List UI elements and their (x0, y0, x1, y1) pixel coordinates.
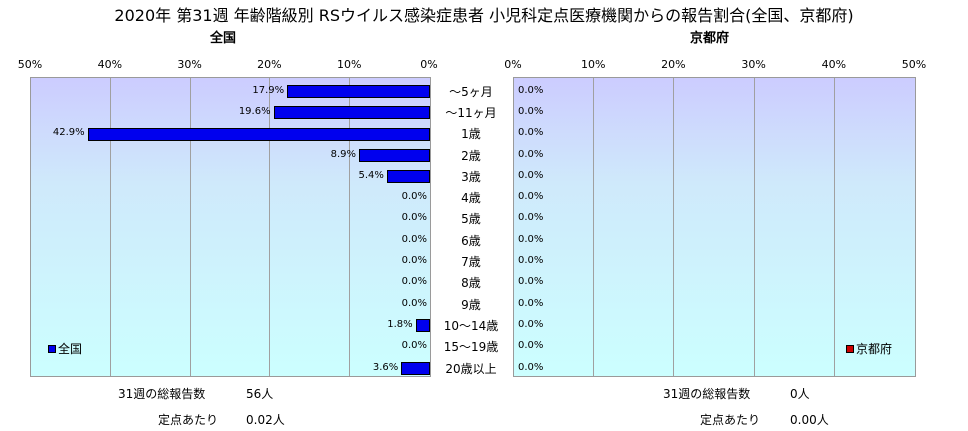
category-label: 10～14歳 (443, 318, 499, 333)
national-bar (87, 127, 430, 141)
national-data-label: 0.0% (401, 212, 427, 224)
kyoto-data-label: 0.0% (518, 148, 544, 160)
kyoto-data-label: 0.0% (518, 255, 544, 267)
x-tick-label: 30% (741, 58, 766, 71)
category-label: 5歳 (461, 212, 481, 227)
national-data-label: 5.4% (358, 169, 384, 181)
kyoto-total-value: 0人 (790, 387, 810, 401)
national-data-label: 0.0% (401, 233, 427, 245)
national-data-label: 0.0% (401, 276, 427, 288)
kyoto-legend-swatch (846, 344, 854, 353)
national-data-label: 8.9% (330, 148, 356, 160)
gridline (349, 78, 351, 376)
kyoto-data-label: 0.0% (518, 105, 544, 117)
national-data-label: 1.8% (387, 318, 413, 330)
national-bar (287, 85, 430, 99)
x-tick-label: 20% (257, 58, 282, 71)
kyoto-legend: 京都府 (846, 340, 892, 357)
national-data-label: 19.6% (238, 105, 271, 117)
category-label: 20歳以上 (445, 361, 497, 376)
national-data-label: 42.9% (52, 127, 85, 139)
kyoto-data-label: 0.0% (518, 169, 544, 181)
category-label: 7歳 (461, 255, 481, 270)
x-tick-label: 40% (97, 58, 123, 71)
national-bar (386, 170, 430, 184)
kyoto-data-label: 0.0% (518, 276, 544, 288)
national-data-label: 0.0% (401, 297, 427, 309)
gridline (189, 78, 191, 376)
national-panel-title: 全国 (210, 31, 237, 46)
category-label: 9歳 (461, 297, 481, 312)
category-label: 15～19歳 (443, 340, 499, 355)
national-total-value: 56人 (246, 387, 274, 401)
national-data-label: 0.0% (401, 191, 427, 203)
kyoto-data-label: 0.0% (518, 127, 544, 139)
kyoto-data-label: 0.0% (518, 212, 544, 224)
national-bar (401, 362, 430, 376)
national-total-label: 31週の総報告数 (118, 387, 206, 401)
category-label: 8歳 (461, 276, 481, 291)
kyoto-data-label: 0.0% (518, 361, 544, 373)
x-tick-label: 50% (17, 58, 43, 71)
x-tick-label: 20% (661, 58, 686, 71)
kyoto-data-label: 0.0% (518, 340, 544, 352)
national-legend-label: 全国 (58, 342, 83, 356)
kyoto-data-label: 0.0% (518, 84, 544, 96)
gridline (833, 78, 835, 376)
category-label: 6歳 (461, 233, 481, 248)
national-data-label: 17.9% (252, 84, 285, 96)
kyoto-per-label: 定点あたり (700, 413, 761, 427)
kyoto-per-value: 0.00人 (790, 413, 829, 427)
kyoto-total-label: 31週の総報告数 (663, 387, 751, 401)
x-tick-label: 0% (420, 58, 438, 71)
kyoto-data-label: 0.0% (518, 318, 544, 330)
category-label: 2歳 (461, 148, 481, 163)
national-legend: 全国 (48, 340, 82, 357)
gridline (269, 78, 271, 376)
category-label: 1歳 (461, 127, 481, 142)
category-label: 4歳 (461, 191, 481, 206)
national-bar (358, 149, 430, 163)
kyoto-data-label: 0.0% (518, 191, 544, 203)
gridline (593, 78, 595, 376)
kyoto-data-label: 0.0% (518, 297, 544, 309)
national-per-label: 定点あたり (158, 413, 219, 427)
kyoto-legend-label: 京都府 (856, 342, 893, 356)
national-legend-swatch (48, 344, 56, 353)
kyoto-data-label: 0.0% (518, 233, 544, 245)
national-bar (415, 319, 430, 333)
category-label: ～5ヶ月 (449, 84, 493, 99)
x-tick-label: 0% (504, 58, 522, 71)
kyoto-panel-title: 京都府 (690, 31, 730, 46)
gridline (673, 78, 675, 376)
chart-title: 2020年 第31週 年齢階級別 RSウイルス感染症患者 小児科定点医療機関から… (114, 6, 854, 25)
category-label: 3歳 (461, 169, 481, 184)
national-data-label: 0.0% (401, 255, 427, 267)
gridline (753, 78, 755, 376)
national-bar (273, 106, 430, 120)
x-tick-label: 10% (580, 58, 606, 71)
national-data-label: 3.6% (372, 361, 399, 373)
national-plot-area: 17.9% 19.6% 42.9% 8.9% 5.4% 0.0% 0.0% 0.0% 0.0% 0… (30, 77, 431, 377)
x-tick-label: 30% (177, 58, 202, 71)
x-tick-label: 10% (336, 58, 362, 71)
national-per-value: 0.02人 (246, 413, 285, 427)
national-data-label: 0.0% (401, 340, 427, 352)
gridline (109, 78, 111, 376)
kyoto-plot-area: 0.0% 0.0% 0.0% 0.0% 0.0% 0.0% 0.0% 0.0% 0.0% 0.0%… (513, 77, 916, 377)
category-label: ～11ヶ月 (445, 105, 497, 120)
x-tick-label: 50% (901, 58, 927, 71)
x-tick-label: 40% (821, 58, 847, 71)
